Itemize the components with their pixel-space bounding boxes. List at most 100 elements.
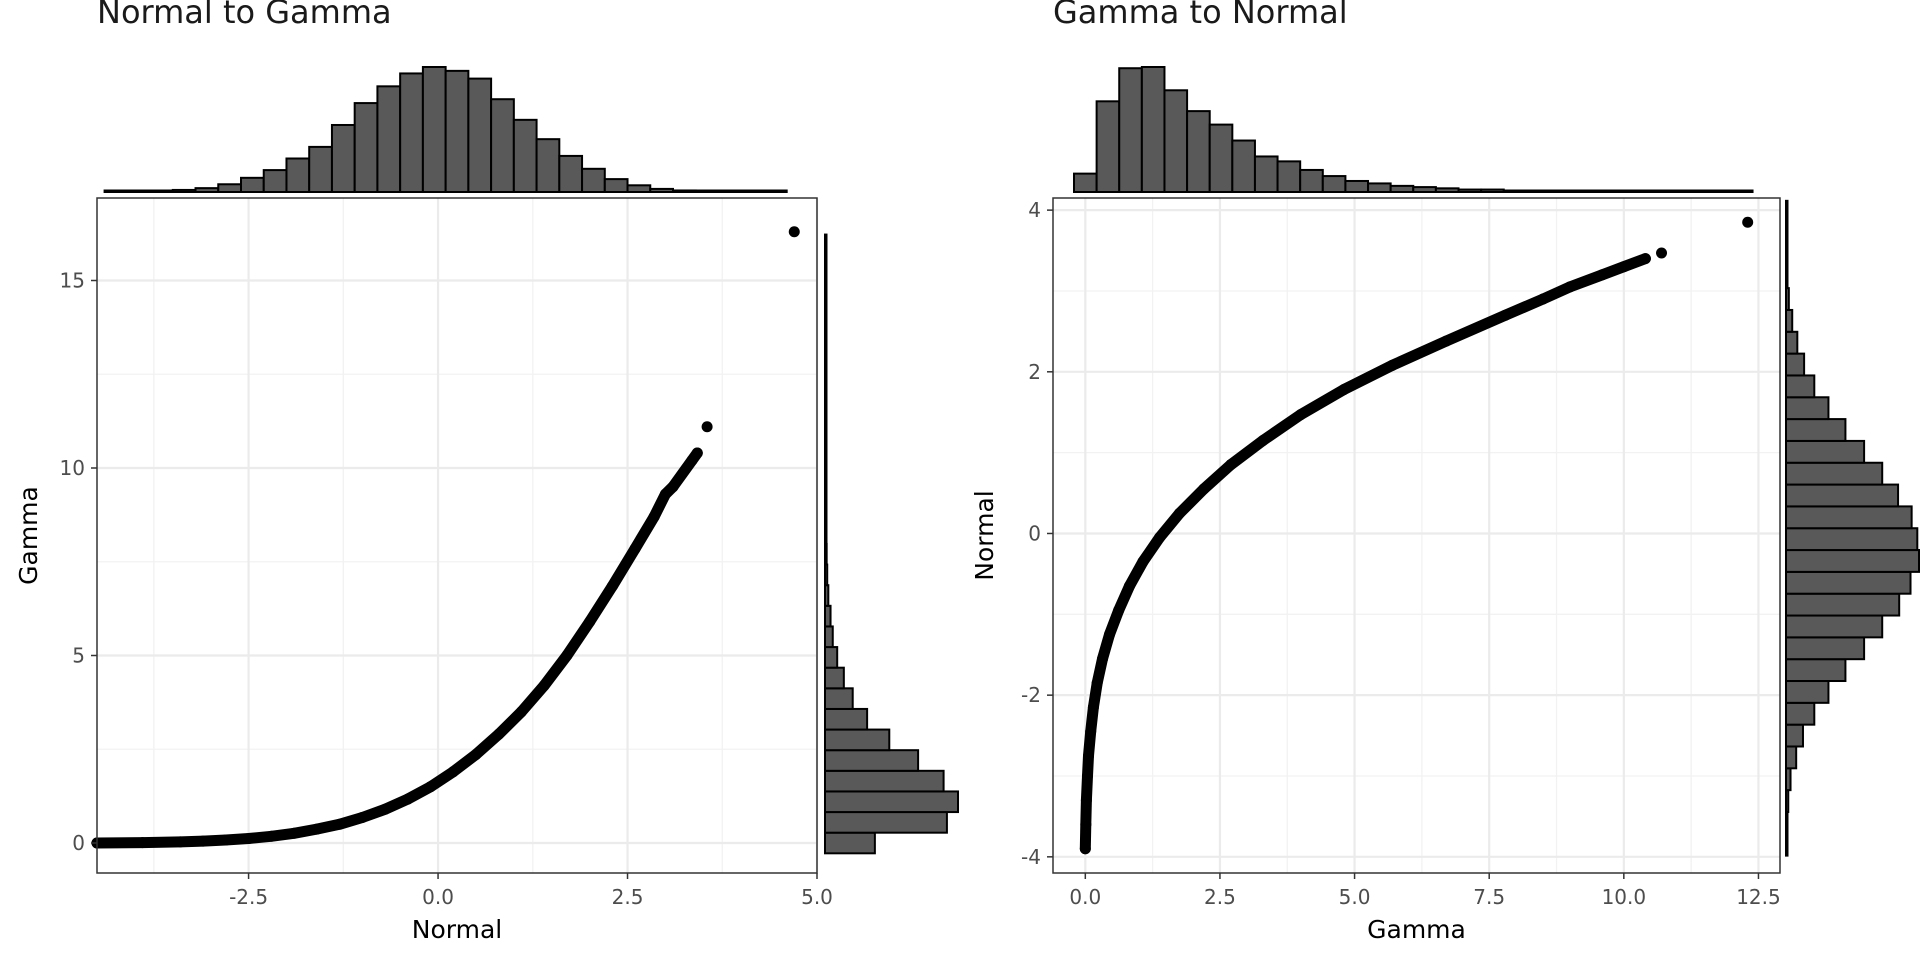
right-histogram-bar [824,707,869,731]
y-tick-label: 0 [72,831,85,855]
data-point [1137,556,1149,568]
data-point [1174,507,1186,519]
right-histogram-bar [824,336,828,360]
top-histogram-bar [1683,189,1709,193]
right-histogram-bar [824,501,828,525]
data-point [1113,604,1125,616]
top-histogram-bar [149,189,174,193]
right-histogram-bar [824,274,828,298]
data-point [174,836,186,848]
top-histogram-bar [1615,189,1641,193]
right-histogram-bar [824,687,854,710]
right-histogram-bar [1785,549,1920,573]
right-histogram-bar [1785,592,1901,617]
x-tick-label: 2.5 [1204,885,1236,909]
data-point [1537,293,1549,305]
right-histogram-bar [1785,439,1866,464]
top-histogram-bar [1434,187,1460,194]
x-tick-label: 0.0 [422,885,454,909]
x-axis-title: Gamma [1367,915,1466,944]
top-histogram-bar [1118,67,1143,193]
right-histogram-bar [824,254,828,277]
top-histogram-bar [694,189,720,193]
top-histogram-bar [672,189,697,194]
y-tick-label: 4 [1028,198,1041,222]
top-histogram-bar [330,123,356,193]
data-point [1080,818,1092,830]
top-histogram-bar [1706,189,1731,193]
x-tick-label: 5.0 [801,885,833,909]
top-histogram-bar [762,189,788,193]
data-point [1596,269,1608,281]
right-chart-title: Gamma to Normal [1053,0,1348,31]
right-histogram-bar [1785,614,1884,639]
right-histogram-bar [824,790,959,814]
top-histogram-bar [1367,182,1392,194]
x-tick-label: 7.5 [1473,885,1505,909]
data-point [1295,409,1307,421]
data-point [691,447,703,459]
top-histogram-bar [1570,189,1596,193]
data-point [1087,701,1099,713]
data-point [659,488,671,500]
x-tick-label: 0.0 [1069,885,1101,909]
right-histogram-bar [824,233,828,257]
top-histogram-bar [1480,188,1505,194]
right-histogram-bar [1785,636,1866,661]
top-histogram-bar [217,183,242,193]
right-histogram-bar [1785,352,1806,377]
top-histogram-bar [490,98,515,193]
top-histogram-bar [285,157,311,193]
right-histogram-bar [1785,374,1816,399]
top-histogram-bar [444,69,470,193]
data-point [447,766,459,778]
top-histogram-bar [1095,100,1121,193]
plot-panel [1053,198,1780,873]
data-point [561,650,573,661]
data-point [1386,359,1398,371]
data-point [1081,770,1093,782]
right-histogram-bar [1785,265,1789,290]
data-point [1564,281,1576,293]
data-point [1085,726,1097,738]
right-histogram-bar [1785,680,1830,704]
data-point [1083,750,1095,762]
right-histogram-bar [1785,483,1900,508]
right-histogram-bar [824,666,845,690]
y-tick-label: -4 [1021,845,1041,869]
data-point [470,749,482,760]
top-histogram-bar [1321,175,1347,194]
top-histogram-bar [1638,189,1664,193]
top-histogram-bar [1412,186,1437,193]
y-axis-title: Gamma [14,486,43,585]
data-point [629,543,641,555]
x-tick-label: 12.5 [1736,885,1781,909]
right-histogram-bar [824,625,834,649]
data-point [1257,435,1269,447]
data-point [1104,629,1116,641]
right-histogram-bar [1785,308,1794,333]
x-tick-label: 2.5 [612,885,644,909]
top-histogram-bar [308,145,333,194]
top-histogram-bar [1140,66,1166,193]
data-point [1091,677,1103,689]
y-tick-label: 10 [60,456,85,480]
data-point [515,706,527,718]
top-histogram-bar [262,169,288,194]
data-point [311,823,323,835]
right-histogram-bar [1785,330,1799,355]
right-histogram-bar [1785,199,1789,224]
top-histogram-bar [1547,189,1573,193]
right-histogram-bar [1785,221,1789,246]
top-histogram-bar [1186,110,1211,193]
top-histogram-bar [194,187,220,193]
top-histogram-bar [1661,189,1686,193]
top-histogram-bar [1525,189,1550,193]
top-histogram-bar [740,189,765,193]
right-histogram-bar [1785,243,1789,268]
right-histogram-bar [824,460,828,484]
y-tick-label: 0 [1028,521,1041,545]
data-point [356,812,368,823]
top-histogram-bar [1502,189,1528,193]
